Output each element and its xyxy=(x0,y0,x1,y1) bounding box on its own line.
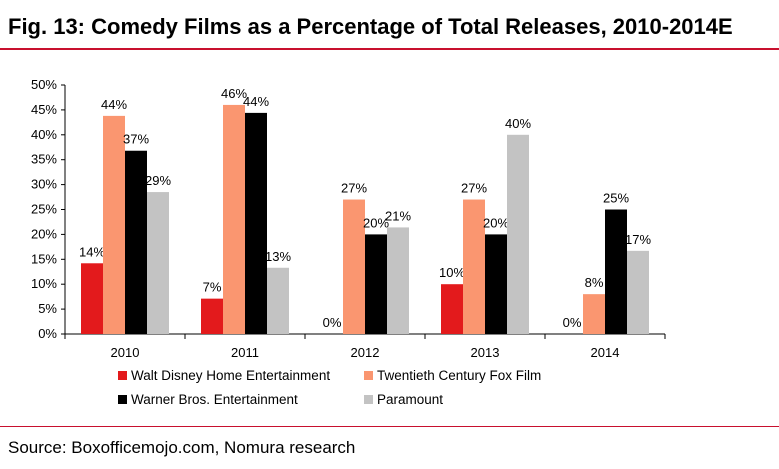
bar-value-label: 29% xyxy=(145,173,171,188)
y-tick-label: 15% xyxy=(31,251,57,266)
y-tick-label: 30% xyxy=(31,177,57,192)
bar xyxy=(267,267,289,334)
bar-value-label: 25% xyxy=(603,191,629,206)
x-tick-label: 2010 xyxy=(111,345,140,360)
bar-value-label: 8% xyxy=(585,275,604,290)
bar-value-label: 0% xyxy=(323,315,342,330)
bar xyxy=(103,115,125,334)
bar xyxy=(441,284,463,334)
bar-value-label: 14% xyxy=(79,244,105,259)
legend-swatch xyxy=(364,371,373,380)
bar-value-label: 20% xyxy=(483,215,509,230)
bar-value-label: 13% xyxy=(265,249,291,264)
bar-value-label: 10% xyxy=(439,265,465,280)
x-tick-label: 2013 xyxy=(471,345,500,360)
bar-value-label: 7% xyxy=(203,280,222,295)
bar-value-label: 17% xyxy=(625,232,651,247)
bar xyxy=(245,112,267,334)
source-note: Source: Boxofficemojo.com, Nomura resear… xyxy=(8,438,356,457)
x-tick-label: 2014 xyxy=(591,345,620,360)
y-tick-label: 25% xyxy=(31,202,57,217)
bar xyxy=(605,209,627,334)
bar-value-label: 44% xyxy=(243,94,269,109)
bar xyxy=(485,234,507,334)
bar xyxy=(387,227,409,334)
bar-value-label: 20% xyxy=(363,215,389,230)
legend-label: Warner Bros. Entertainment xyxy=(131,392,298,407)
legend-label: Paramount xyxy=(377,392,443,407)
y-tick-label: 35% xyxy=(31,152,57,167)
legend-label: Walt Disney Home Entertainment xyxy=(131,368,330,383)
bar-value-label: 0% xyxy=(563,315,582,330)
title-rule xyxy=(0,48,779,50)
bar xyxy=(583,294,605,334)
bar xyxy=(201,298,223,334)
bar-chart: 0% 5% 10% 15% 20% 25% 30% 35% 40% 45% 50% 2010 2011 2… xyxy=(31,77,666,407)
legend-swatch xyxy=(364,395,373,404)
bar-value-label: 27% xyxy=(341,181,367,196)
bar-value-label: 44% xyxy=(101,97,127,112)
bar-value-label: 40% xyxy=(505,116,531,131)
footer-rule xyxy=(0,426,779,427)
y-tick-label: 5% xyxy=(38,301,57,316)
y-tick-label: 45% xyxy=(31,102,57,117)
bar xyxy=(365,234,387,334)
bar xyxy=(507,134,529,334)
bar xyxy=(627,250,649,334)
bar xyxy=(223,104,245,334)
legend-swatch xyxy=(118,395,127,404)
bar xyxy=(81,263,103,334)
legend-label: Twentieth Century Fox Film xyxy=(377,368,541,383)
bar-value-label: 37% xyxy=(123,132,149,147)
bar xyxy=(343,199,365,334)
bar xyxy=(147,192,169,334)
y-tick-label: 0% xyxy=(38,326,57,341)
bar-value-label: 27% xyxy=(461,181,487,196)
bar-value-label: 46% xyxy=(221,86,247,101)
x-tick-label: 2012 xyxy=(351,345,380,360)
y-tick-label: 20% xyxy=(31,226,57,241)
bar xyxy=(463,199,485,334)
legend-swatch xyxy=(118,371,127,380)
chart-title: Fig. 13: Comedy Films as a Percentage of… xyxy=(8,14,733,39)
y-tick-label: 40% xyxy=(31,127,57,142)
bar-value-label: 21% xyxy=(385,208,411,223)
y-tick-label: 10% xyxy=(31,276,57,291)
y-tick-label: 50% xyxy=(31,77,57,92)
x-tick-label: 2011 xyxy=(231,345,259,360)
bar xyxy=(125,150,147,334)
